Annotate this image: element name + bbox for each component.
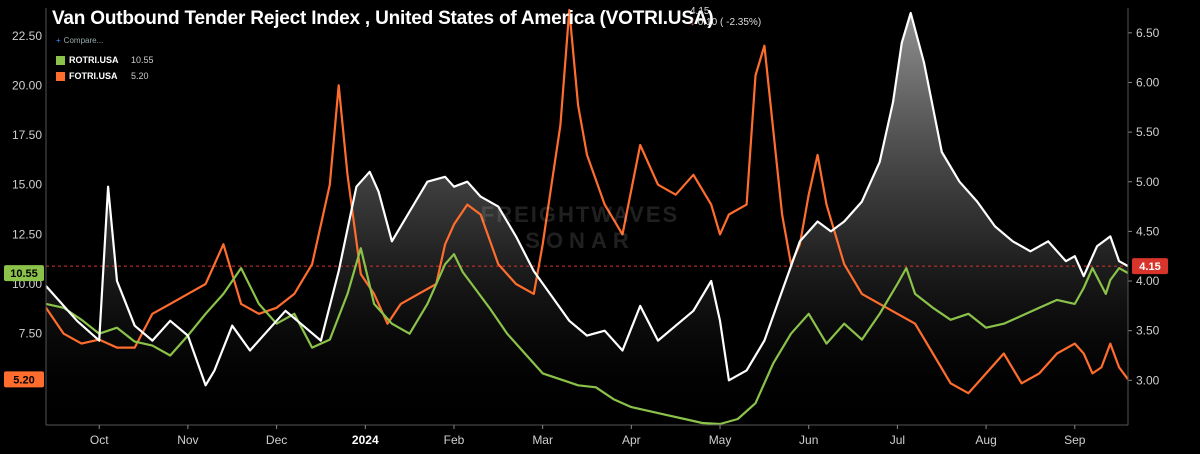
- x-tick-label: Aug: [975, 433, 996, 447]
- y-right-tick-label: 3.00: [1136, 373, 1160, 387]
- x-tick-label: Jun: [799, 433, 818, 447]
- main-quote: 4.15 ↓ 0.10 ( -2.35%): [690, 6, 761, 28]
- y-right-tick-label: 3.50: [1136, 324, 1160, 338]
- watermark: FREIGHTWAVES SONAR: [455, 202, 705, 254]
- x-tick-label: Mar: [532, 433, 553, 447]
- legend-swatch: [56, 71, 65, 81]
- fotri-last-value-tag-text: 5.20: [13, 374, 34, 386]
- quote-change-pct: ( -2.35%): [720, 17, 762, 28]
- legend-name: ROTRI.USA: [69, 55, 119, 65]
- y-right-tick-label: 5.50: [1136, 125, 1160, 139]
- x-tick-label: Dec: [266, 433, 287, 447]
- legend-item-rotri[interactable]: ROTRI.USA 10.55: [56, 52, 154, 68]
- y-right-tick-label: 4.50: [1136, 224, 1160, 238]
- votri-last-value-tag-text: 4.15: [1139, 261, 1160, 273]
- y-right-tick-label: 6.00: [1136, 75, 1160, 89]
- legend-value: 10.55: [131, 55, 154, 65]
- x-tick-label: 2024: [352, 433, 379, 447]
- y-left-tick-label: 12.50: [12, 227, 42, 241]
- rotri-last-value-tag-text: 10.55: [10, 268, 38, 280]
- rotri-last-value-tag-bg: [4, 265, 44, 282]
- y-left-tick-label: 20.00: [12, 78, 42, 92]
- compare-label: Compare...: [63, 36, 104, 45]
- watermark-line-1: FREIGHTWAVES: [480, 202, 680, 227]
- legend: + Compare... ROTRI.USA 10.55 FOTRI.USA 5.…: [56, 36, 154, 84]
- series-votri-line: [45, 11, 1129, 387]
- x-tick-label: May: [709, 433, 732, 447]
- votri-last-value-tag-bg: [1132, 258, 1168, 275]
- y-right-tick-label: 5.00: [1136, 175, 1160, 189]
- y-left-tick-label: 17.50: [12, 128, 42, 142]
- quote-change: 0.10: [697, 17, 718, 28]
- fotri-last-value-tag-bg: [4, 371, 44, 388]
- watermark-line-2: SONAR: [525, 228, 635, 253]
- fotri-last-value-tag: 5.20: [4, 371, 44, 388]
- legend-name: FOTRI.USA: [69, 71, 118, 81]
- y-right-tick-label: 4.00: [1136, 274, 1160, 288]
- legend-value: 5.20: [131, 71, 149, 81]
- series-rotri-line: [45, 247, 1129, 426]
- x-tick-label: Nov: [177, 433, 198, 447]
- x-tick-label: Oct: [90, 433, 109, 447]
- series-votri-area: [46, 13, 1128, 425]
- chart-title: Van Outbound Tender Reject Index , Unite…: [52, 8, 714, 29]
- y-right-tick-label: 6.50: [1136, 26, 1160, 40]
- legend-swatch: [56, 55, 65, 65]
- plus-icon: +: [56, 36, 61, 45]
- rotri-last-value-tag: 10.55: [4, 265, 44, 282]
- y-left-tick-label: 22.50: [12, 29, 42, 43]
- x-tick-label: Jul: [890, 433, 905, 447]
- y-left-tick-label: 15.00: [12, 178, 42, 192]
- compare-button[interactable]: + Compare...: [56, 36, 154, 45]
- votri-last-value-tag: 4.15: [1132, 258, 1168, 275]
- x-tick-label: Feb: [444, 433, 465, 447]
- quote-value: 4.15: [690, 6, 710, 17]
- legend-item-fotri[interactable]: FOTRI.USA 5.20: [56, 68, 154, 84]
- y-left-tick-label: 7.50: [19, 327, 43, 341]
- down-arrow-icon: ↓: [690, 17, 695, 28]
- x-tick-label: Apr: [622, 433, 641, 447]
- series-fotri-line: [45, 8, 1129, 395]
- x-tick-label: Sep: [1064, 433, 1086, 447]
